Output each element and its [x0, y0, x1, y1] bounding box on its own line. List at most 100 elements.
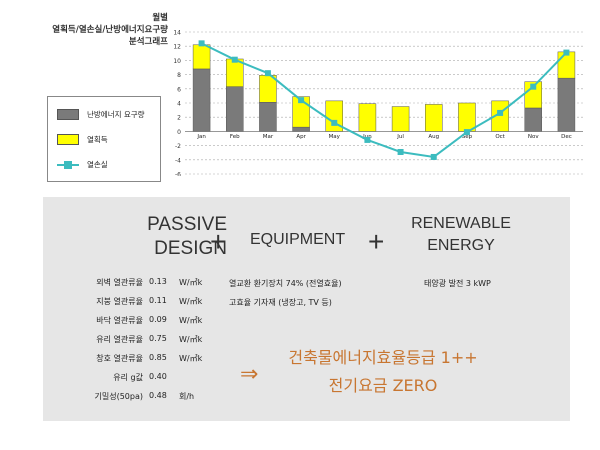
- legend-label-heat-loss: 열손실: [87, 160, 108, 169]
- renewable-heading-line-1: RENEWABLE: [411, 215, 511, 232]
- spec-row: 유리 g값 0.40: [43, 372, 223, 388]
- spec-row: 바닥 열관류율 0.09 W/㎡k: [43, 315, 223, 331]
- chart-title-line-1: 월별: [152, 13, 168, 23]
- spec-value: 0.13: [149, 277, 167, 286]
- x-tick-label: Jul: [396, 134, 404, 140]
- spec-value: 0.09: [149, 315, 167, 324]
- spec-unit: W/㎡k: [179, 354, 203, 363]
- equipment-line: 열교환 환기장치 74% (전열효율): [229, 279, 342, 288]
- bar-heating-demand: [226, 86, 244, 132]
- x-tick-label: Sep: [462, 134, 473, 140]
- spec-row: 기밀성(50pa) 0.48 회/h: [43, 391, 223, 407]
- x-tick-label: Aug: [428, 134, 439, 140]
- spec-row: 창호 열관류율 0.85 W/㎡k: [43, 353, 223, 369]
- x-tick-label: Mar: [263, 134, 274, 140]
- passive-heading-line-1: PASSIVE: [147, 214, 227, 235]
- spec-value: 0.75: [149, 334, 167, 343]
- spec-value: 0.40: [149, 372, 167, 381]
- y-tick-label: 14: [173, 30, 181, 37]
- chart-title: 월별 열획득/열손실/난방에너지요구량 분석그래프: [52, 12, 168, 48]
- bar-heat-gain: [358, 103, 377, 132]
- spec-label: 유리 g값: [113, 373, 143, 382]
- bar-heating-demand: [557, 77, 576, 132]
- point-heat-loss: [231, 56, 238, 63]
- y-tick-label: -2: [175, 143, 181, 150]
- y-tick-label: -6: [175, 172, 181, 177]
- y-tick-label: -4: [175, 157, 181, 164]
- x-tick-label: May: [329, 134, 341, 140]
- y-tick-label: 8: [177, 72, 181, 79]
- x-tick-label: Apr: [296, 134, 306, 140]
- passive-design-heading: PASSIVE DESIGN: [117, 213, 227, 261]
- bar-heat-gain: [425, 104, 443, 132]
- spec-unit: W/㎡k: [179, 297, 203, 306]
- bar-heating-demand: [524, 107, 542, 132]
- point-heat-loss: [264, 70, 271, 77]
- strategy-panel: PASSIVE DESIGN + EQUIPMENT + RENEWABLE E…: [43, 197, 570, 421]
- passive-heading-line-2: DESIGN: [154, 238, 227, 259]
- bar-heat-gain: [524, 81, 542, 109]
- point-heat-loss: [563, 49, 570, 56]
- bar-heat-gain: [259, 75, 277, 103]
- point-heat-loss: [530, 83, 537, 90]
- legend-label-heating-demand: 난방에너지 요구량: [87, 110, 145, 119]
- bar-heat-gain: [458, 102, 476, 132]
- equipment-line: 고효율 기자재 (냉장고, TV 등): [229, 298, 332, 307]
- legend-line-marker: [57, 160, 79, 170]
- spec-label: 창호 열관류율: [96, 354, 143, 363]
- bar-heat-gain: [192, 44, 211, 70]
- point-heat-loss: [497, 109, 504, 116]
- spec-unit: W/㎡k: [179, 335, 203, 344]
- result-text: 건축물에너지효율등급 1++ 전기요금 ZERO: [283, 344, 483, 400]
- x-tick-label: Nov: [528, 134, 539, 140]
- spec-value: 0.48: [149, 391, 167, 400]
- point-heat-loss: [397, 148, 404, 155]
- result-line-1: 건축물에너지효율등급 1++: [288, 348, 478, 367]
- bar-heating-demand: [192, 68, 211, 132]
- spec-label: 바닥 열관류율: [96, 316, 143, 325]
- legend-label-heat-gain: 열획득: [87, 135, 108, 144]
- spec-label: 외벽 열관류율: [96, 278, 143, 287]
- result-line-2: 전기요금 ZERO: [328, 376, 438, 395]
- legend-swatch-yellow: [57, 134, 79, 145]
- spec-value: 0.11: [149, 296, 167, 305]
- line-heat-loss: [201, 42, 568, 159]
- legend-item-heating-demand: 난방에너지 요구량: [57, 109, 145, 120]
- chart-title-line-2: 열획득/열손실/난방에너지요구량: [52, 25, 168, 35]
- equipment-heading: EQUIPMENT: [250, 231, 346, 248]
- y-tick-label: 10: [173, 58, 181, 65]
- chart-legend: 난방에너지 요구량 열획득 열손실: [47, 96, 161, 182]
- result-arrow-icon: ⇒: [240, 362, 259, 387]
- renewable-line: 태양광 발전 3 kWP: [424, 279, 491, 288]
- x-tick-label: Feb: [230, 134, 240, 140]
- bar-heat-gain: [391, 106, 410, 132]
- legend-swatch-gray: [57, 109, 79, 120]
- point-heat-loss: [198, 40, 205, 47]
- y-tick-label: 0: [177, 129, 181, 136]
- bar-heating-demand: [292, 126, 310, 132]
- point-heat-loss: [463, 129, 470, 136]
- legend-item-heat-loss: 열손실: [57, 159, 108, 170]
- spec-value: 0.85: [149, 353, 167, 362]
- point-heat-loss: [364, 136, 371, 143]
- x-tick-label: Jun: [362, 134, 372, 140]
- y-tick-label: 12: [173, 44, 181, 51]
- spec-row: 외벽 열관류율 0.13 W/㎡k: [43, 277, 223, 293]
- bar-heat-gain: [557, 51, 576, 79]
- y-tick-label: 2: [177, 115, 181, 122]
- point-heat-loss: [331, 119, 338, 126]
- x-tick-label: Dec: [561, 134, 572, 140]
- legend-item-heat-gain: 열획득: [57, 134, 108, 145]
- point-heat-loss: [298, 97, 305, 104]
- spec-row: 유리 열관류율 0.75 W/㎡k: [43, 334, 223, 350]
- spec-unit: W/㎡k: [179, 278, 203, 287]
- point-heat-loss: [430, 153, 437, 160]
- plus-sign: +: [210, 226, 227, 257]
- spec-label: 유리 열관류율: [96, 335, 143, 344]
- x-tick-label: Oct: [495, 134, 505, 140]
- monthly-energy-chart: 14 12 10 8 6 4 2 0 -2 -4 -6 Jan Feb Mar Apr May Jun Jul Au…: [173, 30, 583, 177]
- spec-unit: W/㎡k: [179, 316, 203, 325]
- plus-sign: +: [368, 226, 385, 257]
- spec-label: 지붕 열관류율: [96, 297, 143, 306]
- y-tick-label: 4: [177, 101, 181, 108]
